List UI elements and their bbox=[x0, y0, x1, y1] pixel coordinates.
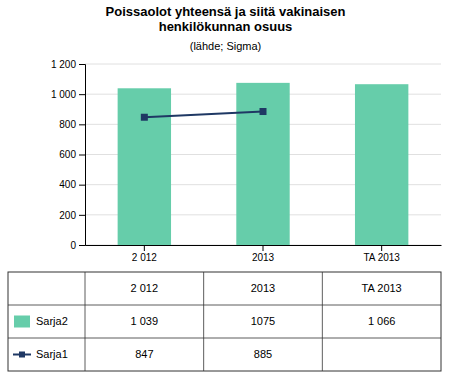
y-axis: 0 200 400 600 800 1 000 1 200 bbox=[51, 59, 86, 251]
table-border bbox=[8, 272, 441, 371]
x-tick-label: TA 2013 bbox=[363, 252, 400, 263]
table-value: 885 bbox=[254, 348, 272, 360]
table-row-line bbox=[8, 338, 441, 339]
y-tick: 1 200 bbox=[51, 59, 85, 70]
y-tick-mark bbox=[79, 124, 85, 125]
table-col-line bbox=[322, 272, 323, 371]
legend-swatch bbox=[14, 316, 30, 328]
table-header: TA 2013 bbox=[362, 282, 402, 294]
table-value: 1 066 bbox=[368, 315, 396, 327]
bar-series bbox=[118, 83, 409, 245]
y-tick: 400 bbox=[59, 179, 85, 190]
y-tick: 800 bbox=[59, 119, 85, 130]
subtitle: (lähde; Sigma) bbox=[190, 40, 262, 52]
x-tick-label: 2013 bbox=[252, 252, 275, 263]
bar bbox=[355, 84, 408, 245]
title-line: Poissaolot yhteensä ja siitä vakinaisen bbox=[106, 4, 346, 19]
x-tick-mark bbox=[381, 245, 382, 251]
y-tick-label: 400 bbox=[59, 179, 76, 190]
y-tick-mark bbox=[79, 245, 85, 246]
table-col-line bbox=[203, 272, 204, 371]
bar bbox=[236, 83, 289, 245]
table-col-line bbox=[85, 272, 86, 371]
x-tick: TA 2013 bbox=[363, 245, 400, 263]
grid-line bbox=[85, 64, 441, 65]
y-axis-line bbox=[79, 65, 86, 246]
bar bbox=[118, 88, 171, 245]
x-tick-mark bbox=[144, 245, 145, 251]
y-tick-mark bbox=[79, 64, 85, 65]
x-tick-mark bbox=[263, 245, 264, 251]
x-axis: 2 012 2013 TA 2013 bbox=[86, 245, 442, 263]
line bbox=[144, 112, 263, 118]
marker bbox=[260, 108, 267, 115]
y-tick-label: 0 bbox=[70, 240, 76, 251]
y-tick-label: 1 200 bbox=[51, 59, 76, 70]
y-tick-label: 600 bbox=[59, 149, 76, 160]
table-value: 1 039 bbox=[131, 315, 159, 327]
chart: Poissaolot yhteensä ja siitä vakinaisenh… bbox=[0, 0, 451, 383]
x-tick: 2 012 bbox=[132, 245, 157, 263]
y-tick-label: 200 bbox=[59, 210, 76, 221]
legend-entry: Sarja2 bbox=[36, 315, 68, 327]
plot-area bbox=[118, 83, 409, 245]
y-tick-mark bbox=[79, 94, 85, 95]
y-tick-mark bbox=[79, 155, 85, 156]
grid bbox=[85, 64, 441, 245]
table-value: 847 bbox=[135, 348, 153, 360]
y-tick-label: 1 000 bbox=[51, 89, 76, 100]
legend-marker bbox=[19, 352, 25, 358]
y-tick-label: 800 bbox=[59, 119, 76, 130]
x-tick-label: 2 012 bbox=[132, 252, 157, 263]
title-line: henkilökunnan osuus bbox=[159, 19, 293, 34]
y-tick: 600 bbox=[59, 149, 85, 160]
title: Poissaolot yhteensä ja siitä vakinaisenh… bbox=[106, 4, 346, 34]
table-header: 2013 bbox=[251, 282, 275, 294]
data-table: 2 012 2013 TA 2013 Sarja2 1 039 1075 1 066 Sarj… bbox=[8, 272, 441, 371]
table-value: 1075 bbox=[251, 315, 275, 327]
y-tick: 1 000 bbox=[51, 89, 85, 100]
legend-entry: Sarja1 bbox=[36, 348, 68, 360]
table-row-line bbox=[8, 305, 441, 306]
y-tick: 200 bbox=[59, 210, 85, 221]
table-header: 2 012 bbox=[131, 282, 159, 294]
marker bbox=[141, 114, 148, 121]
y-tick-mark bbox=[79, 185, 85, 186]
x-tick: 2013 bbox=[252, 245, 275, 263]
y-tick-mark bbox=[79, 215, 85, 216]
y-tick: 0 bbox=[70, 240, 85, 251]
